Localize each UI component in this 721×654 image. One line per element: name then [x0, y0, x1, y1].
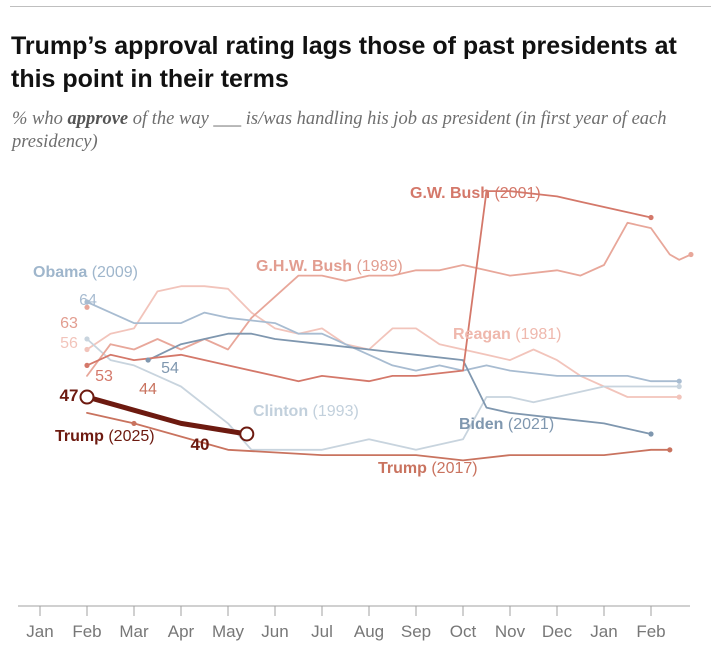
line-biden [147, 332, 652, 435]
series-name-trump2017: Trump [378, 460, 427, 477]
start-label-biden: 54 [161, 360, 179, 377]
x-tick-label-10: Nov [495, 622, 526, 641]
series-name-obama: Obama [33, 264, 87, 281]
series-year-ghwbush: (1989) [352, 258, 403, 275]
x-tick-label-4: May [212, 622, 245, 641]
series-year-obama: (2009) [87, 264, 138, 281]
series-year-gwbush: (2001) [490, 185, 541, 202]
x-tick-label-3: Apr [168, 622, 195, 641]
series-label-obama: Obama (2009) [33, 264, 138, 281]
series-label-biden: Biden (2021) [459, 416, 554, 433]
x-tick-label-2: Mar [119, 622, 149, 641]
series-name-reagan: Reagan [453, 326, 511, 343]
end-dot-trump2017 [667, 447, 673, 453]
start-label-reagan: 56 [60, 335, 78, 352]
line-trump2025 [84, 394, 250, 437]
series-name-trump2025: Trump [55, 428, 104, 445]
start-label-ghwbush: 63 [60, 315, 78, 332]
start-dot-gwbush [84, 362, 90, 368]
series-year-biden: (2021) [503, 416, 554, 433]
trump2025-start-value: 47 [60, 386, 79, 405]
series-label-ghwbush: G.H.W. Bush (1989) [256, 258, 403, 275]
series-year-trump2025: (2025) [104, 428, 155, 445]
x-tick-label-5: Jun [261, 622, 288, 641]
x-tick-label-8: Sep [401, 622, 431, 641]
series-name-clinton: Clinton [253, 403, 308, 420]
trump2025-start-marker [79, 389, 95, 405]
series-label-reagan: Reagan (1981) [453, 326, 562, 343]
start-dot-biden [145, 357, 151, 363]
x-tick-label-1: Feb [72, 622, 101, 641]
x-tick-label-12: Jan [590, 622, 617, 641]
subtitle-prefix: % who [12, 109, 68, 129]
x-tick-label-6: Jul [311, 622, 333, 641]
x-tick-label-7: Aug [354, 622, 384, 641]
series-label-trump2025: Trump (2025) [55, 428, 155, 445]
x-tick-label-13: Feb [636, 622, 665, 641]
start-dot-clinton [84, 336, 90, 342]
trump2025-end-marker [239, 426, 255, 442]
trump2025-end-value: 40 [191, 435, 210, 454]
start-label-trump2017: 44 [139, 381, 157, 398]
line-ghwbush [86, 221, 692, 377]
end-dot-gwbush [648, 214, 654, 221]
series-name-ghwbush: G.H.W. Bush [256, 258, 352, 275]
end-dot-reagan [676, 394, 682, 400]
start-label-obama: 64 [79, 292, 97, 309]
series-label-trump2017: Trump (2017) [378, 460, 478, 477]
series-label-clinton: Clinton (1993) [253, 403, 359, 420]
chart-subtitle: % who approve of the way ___ is/was hand… [12, 108, 702, 154]
top-rule [10, 6, 711, 7]
line-obama [86, 301, 681, 383]
start-dot-trump2017 [131, 420, 137, 427]
start-dot-obama [84, 299, 90, 305]
series-name-gwbush: G.W. Bush [410, 185, 490, 202]
start-dot-ghwbush [84, 304, 90, 310]
end-dot-biden [648, 431, 654, 437]
x-tick-label-11: Dec [542, 622, 573, 641]
subtitle-bold: approve [67, 109, 129, 129]
line-trump2017 [86, 412, 671, 462]
line-clinton [86, 338, 681, 451]
series-year-clinton: (1993) [308, 403, 359, 420]
end-dot-obama [676, 378, 682, 384]
x-tick-label-9: Oct [450, 622, 477, 641]
end-dot-clinton [676, 383, 682, 390]
subtitle-rest: of the way ___ is/was handling his job a… [12, 109, 667, 152]
start-label-gwbush: 53 [95, 368, 113, 385]
line-reagan [86, 285, 681, 398]
end-dot-ghwbush [688, 251, 694, 258]
series-label-gwbush: G.W. Bush (2001) [410, 185, 541, 202]
series-year-reagan: (1981) [511, 326, 562, 343]
series-name-biden: Biden [459, 416, 503, 433]
start-dot-reagan [84, 346, 90, 353]
line-gwbush [86, 190, 652, 383]
x-tick-label-0: Jan [26, 622, 53, 641]
chart-title: Trump’s approval rating lags those of pa… [11, 32, 677, 93]
series-year-trump2017: (2017) [427, 460, 478, 477]
